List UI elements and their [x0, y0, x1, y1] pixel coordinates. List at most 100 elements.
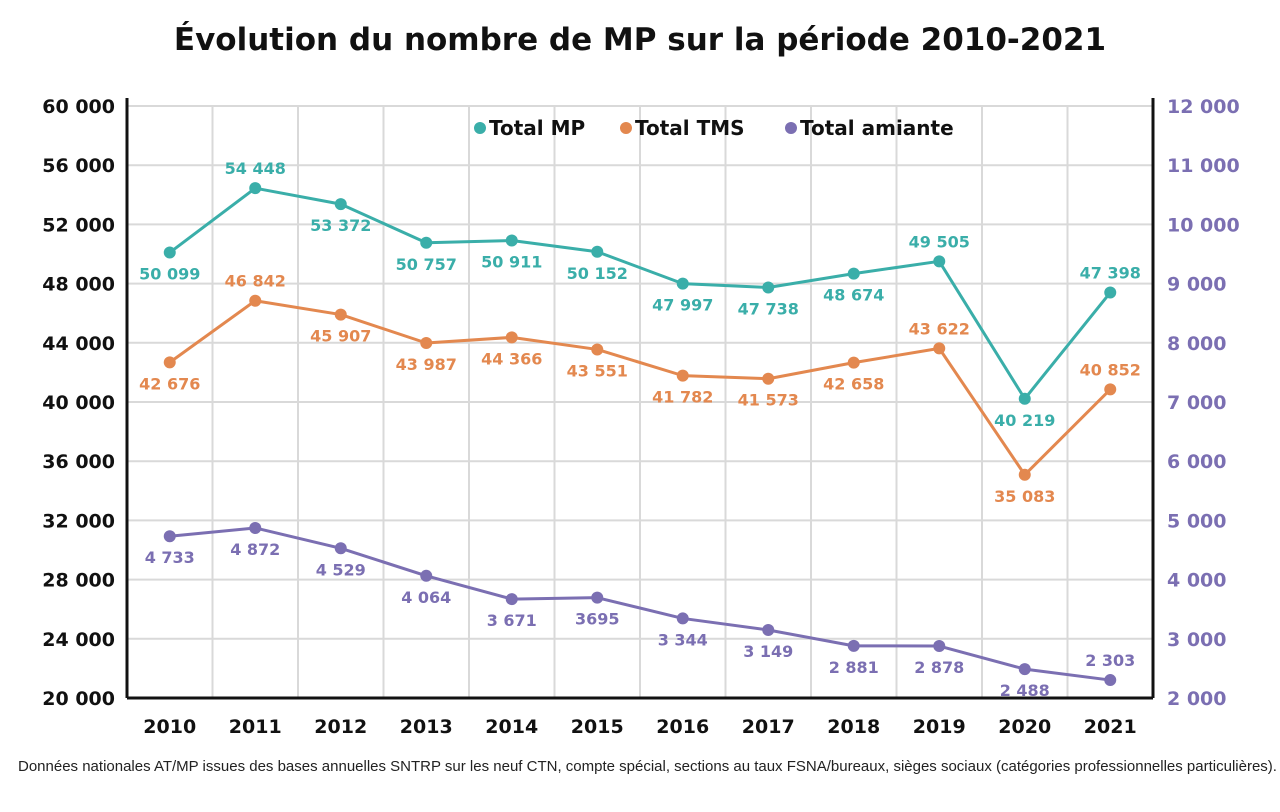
data-label-total-mp: 47 997	[652, 296, 713, 315]
data-point-total-tms	[1104, 383, 1117, 396]
x-tick-label: 2013	[400, 716, 453, 738]
data-point-total-amiante	[933, 640, 946, 653]
y-right-tick-label: 11 000	[1167, 155, 1240, 177]
y-left-tick-label: 56 000	[42, 155, 115, 177]
data-label-total-amiante: 2 303	[1085, 651, 1135, 670]
y-right-tick-label: 6 000	[1167, 451, 1227, 473]
y-right-tick-label: 2 000	[1167, 688, 1227, 710]
data-label-total-mp: 50 152	[567, 264, 628, 283]
data-label-total-mp: 47 738	[738, 299, 799, 318]
x-tick-label: 2012	[314, 716, 367, 738]
y-right-tick-label: 5 000	[1167, 510, 1227, 532]
y-right-tick-label: 12 000	[1167, 96, 1240, 118]
x-tick-label: 2020	[998, 716, 1051, 738]
data-label-total-tms: 43 551	[567, 361, 628, 380]
data-point-total-mp	[1018, 392, 1031, 405]
x-tick-label: 2018	[827, 716, 880, 738]
y-right-tick-label: 7 000	[1167, 392, 1227, 414]
legend: Total MP Total TMS Total amiante	[474, 116, 954, 140]
data-point-total-amiante	[249, 521, 262, 534]
footnote: Données nationales AT/MP issues des base…	[18, 758, 1277, 775]
data-point-total-tms	[933, 342, 946, 355]
y-left-tick-label: 48 000	[42, 274, 115, 296]
legend-label-total-amiante: Total amiante	[800, 116, 954, 140]
data-point-total-amiante	[334, 542, 347, 555]
data-point-total-mp	[1104, 286, 1117, 299]
x-tick-label: 2010	[143, 716, 196, 738]
data-label-total-amiante: 4 064	[401, 588, 451, 607]
data-point-total-tms	[847, 356, 860, 369]
data-point-total-tms	[676, 369, 689, 382]
data-label-total-mp: 53 372	[310, 216, 371, 235]
data-label-total-amiante: 4 529	[316, 560, 366, 579]
data-label-total-tms: 40 852	[1080, 360, 1141, 379]
x-tick-label: 2014	[485, 716, 538, 738]
y-left-tick-label: 36 000	[42, 451, 115, 473]
data-label-total-mp: 50 911	[481, 253, 542, 272]
x-tick-label: 2016	[656, 716, 709, 738]
y-left-tick-label: 20 000	[42, 688, 115, 710]
data-label-total-tms: 43 987	[396, 355, 457, 374]
y-left-tick-label: 52 000	[42, 214, 115, 236]
data-label-total-amiante: 4 733	[145, 548, 195, 567]
y-left-tick-label: 40 000	[42, 392, 115, 414]
data-point-total-mp	[505, 234, 518, 247]
data-point-total-amiante	[676, 612, 689, 625]
data-label-total-tms: 41 782	[652, 388, 713, 407]
data-label-total-tms: 45 907	[310, 327, 371, 346]
data-point-total-mp	[676, 277, 689, 290]
data-label-total-tms: 43 622	[909, 319, 970, 338]
data-label-total-tms: 42 676	[139, 374, 200, 393]
data-label-total-mp: 49 505	[909, 232, 970, 251]
data-point-total-tms	[249, 294, 262, 307]
data-label-total-mp: 48 674	[823, 286, 884, 305]
data-point-total-mp	[847, 267, 860, 280]
tick-labels: 20 000 24 000 28 000 32 000 36 000 40 000 44 0…	[42, 96, 1239, 738]
data-point-total-amiante	[505, 593, 518, 606]
data-point-total-mp	[163, 246, 176, 259]
data-point-total-tms	[591, 343, 604, 356]
data-point-total-mp	[762, 281, 775, 294]
y-right-tick-label: 3 000	[1167, 629, 1227, 651]
data-label-total-amiante: 2 878	[914, 658, 964, 677]
series-lines	[163, 182, 1117, 687]
data-point-total-amiante	[847, 639, 860, 652]
data-label-total-mp: 40 219	[994, 411, 1055, 430]
y-right-tick-label: 4 000	[1167, 570, 1227, 592]
data-label-total-tms: 44 366	[481, 349, 542, 368]
data-label-total-tms: 46 842	[225, 272, 286, 291]
data-point-total-amiante	[1104, 674, 1117, 687]
data-label-total-amiante: 3 344	[658, 630, 708, 649]
y-right-tick-label: 8 000	[1167, 333, 1227, 355]
legend-label-total-tms: Total TMS	[635, 116, 745, 140]
y-right-tick-label: 9 000	[1167, 274, 1227, 296]
y-left-tick-label: 44 000	[42, 333, 115, 355]
data-point-total-tms	[420, 336, 433, 349]
y-left-tick-label: 32 000	[42, 510, 115, 532]
data-labels: 50 099 54 448 53 372 50 757 50 911 50 152 47 9…	[139, 159, 1141, 700]
data-point-total-mp	[933, 255, 946, 268]
data-point-total-amiante	[591, 591, 604, 604]
data-label-total-amiante: 2 881	[829, 658, 879, 677]
y-right-tick-label: 10 000	[1167, 214, 1240, 236]
data-point-total-amiante	[762, 623, 775, 636]
data-point-total-tms	[762, 372, 775, 385]
data-label-total-amiante: 4 872	[230, 540, 280, 559]
y-left-tick-label: 24 000	[42, 629, 115, 651]
data-point-total-mp	[249, 182, 262, 195]
x-tick-label: 2021	[1084, 716, 1137, 738]
data-label-total-tms: 42 658	[823, 375, 884, 394]
y-left-tick-label: 28 000	[42, 570, 115, 592]
data-label-total-mp: 50 099	[139, 265, 200, 284]
chart-title: Évolution du nombre de MP sur la période…	[173, 22, 1107, 58]
x-tick-label: 2019	[913, 716, 966, 738]
data-label-total-tms: 41 573	[738, 391, 799, 410]
x-tick-label: 2017	[742, 716, 795, 738]
y-left-tick-label: 60 000	[42, 96, 115, 118]
data-label-total-mp: 50 757	[396, 255, 457, 274]
data-point-total-mp	[420, 236, 433, 249]
data-label-total-amiante: 3695	[575, 610, 620, 629]
data-point-total-tms	[334, 308, 347, 321]
data-label-total-amiante: 3 149	[743, 642, 793, 661]
